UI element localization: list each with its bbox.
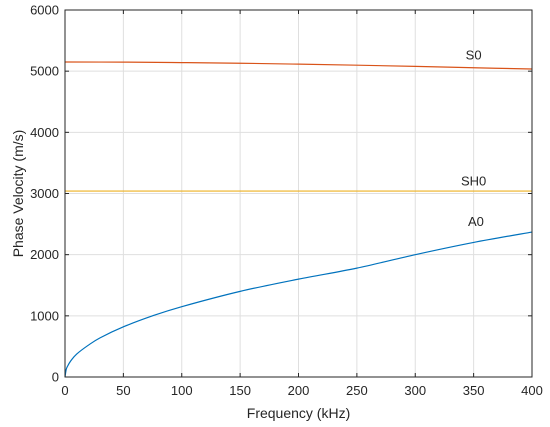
y-tick-label: 2000: [30, 247, 59, 262]
y-tick-label: 1000: [30, 308, 59, 323]
series-line-a0: [64, 231, 533, 378]
y-tick-label: 6000: [30, 3, 59, 18]
x-tick-label: 150: [229, 383, 251, 398]
x-tick-label: 0: [61, 383, 68, 398]
y-tick-labels: 0 1000 2000 3000 4000 5000 6000: [30, 3, 59, 385]
y-tick-label: 0: [52, 370, 59, 385]
x-axis-title: Frequency (kHz): [247, 405, 350, 421]
x-tick-label: 100: [171, 383, 193, 398]
series-label-s0: S0: [466, 48, 482, 63]
axis-ticks: [64, 9, 533, 378]
series-label-a0: A0: [468, 214, 484, 229]
y-axis-title: Phase Velocity (m/s): [10, 130, 26, 258]
series-line-s0: [64, 61, 533, 70]
y-tick-label: 5000: [30, 64, 59, 79]
y-tick-label: 4000: [30, 125, 59, 140]
x-tick-label: 250: [346, 383, 368, 398]
x-tick-label: 50: [116, 383, 130, 398]
x-tick-label: 400: [521, 383, 543, 398]
x-tick-label: 350: [463, 383, 485, 398]
x-tick-label: 300: [404, 383, 426, 398]
series-labels: S0 SH0 A0: [461, 48, 486, 229]
x-tick-label: 200: [288, 383, 310, 398]
series-group: [64, 61, 533, 378]
series-label-sh0: SH0: [461, 174, 486, 189]
y-tick-label: 3000: [30, 186, 59, 201]
x-tick-labels: 0 50 100 150 200 250 300 350 400: [61, 383, 542, 398]
